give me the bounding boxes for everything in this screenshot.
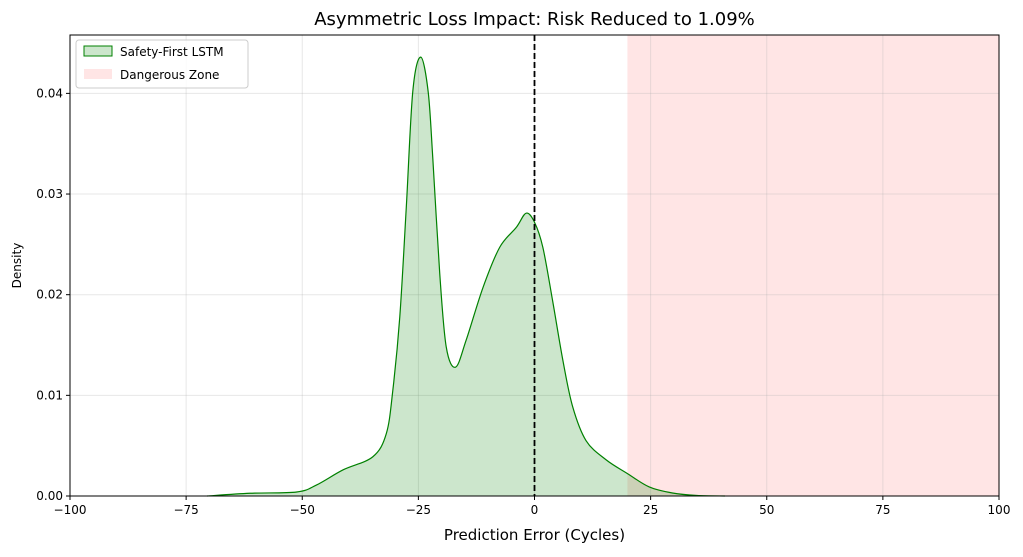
- x-tick-label: 75: [875, 503, 890, 517]
- x-axis-label: Prediction Error (Cycles): [444, 526, 625, 544]
- density-line: [206, 56, 725, 497]
- y-tick-label: 0.02: [36, 288, 63, 302]
- x-tick-label: 100: [988, 503, 1011, 517]
- x-tick-label: −25: [406, 503, 431, 517]
- legend: Safety-First LSTM Dangerous Zone: [75, 39, 249, 89]
- x-tick-label: −100: [54, 503, 87, 517]
- legend-label-danger: Dangerous Zone: [120, 68, 219, 82]
- x-tick-label: −50: [290, 503, 315, 517]
- legend-box: [75, 39, 249, 89]
- legend-swatch-danger: [84, 69, 112, 79]
- y-axis-label: Density: [10, 243, 24, 289]
- y-tick-label: 0.01: [36, 388, 63, 402]
- x-tick-label: 50: [759, 503, 774, 517]
- chart-title: Asymmetric Loss Impact: Risk Reduced to …: [314, 9, 755, 30]
- x-tick-label: 25: [643, 503, 658, 517]
- legend-swatch-lstm: [83, 45, 113, 57]
- x-tick-label: −75: [173, 503, 198, 517]
- y-tick-label: 0.04: [36, 86, 63, 100]
- legend-label-lstm: Safety-First LSTM: [120, 45, 224, 59]
- danger-zone-region: [627, 35, 999, 496]
- y-tick-label: 0.00: [36, 489, 63, 503]
- y-tick-label: 0.03: [36, 187, 63, 201]
- density-fill: [207, 57, 725, 496]
- x-tick-label: 0: [531, 503, 539, 517]
